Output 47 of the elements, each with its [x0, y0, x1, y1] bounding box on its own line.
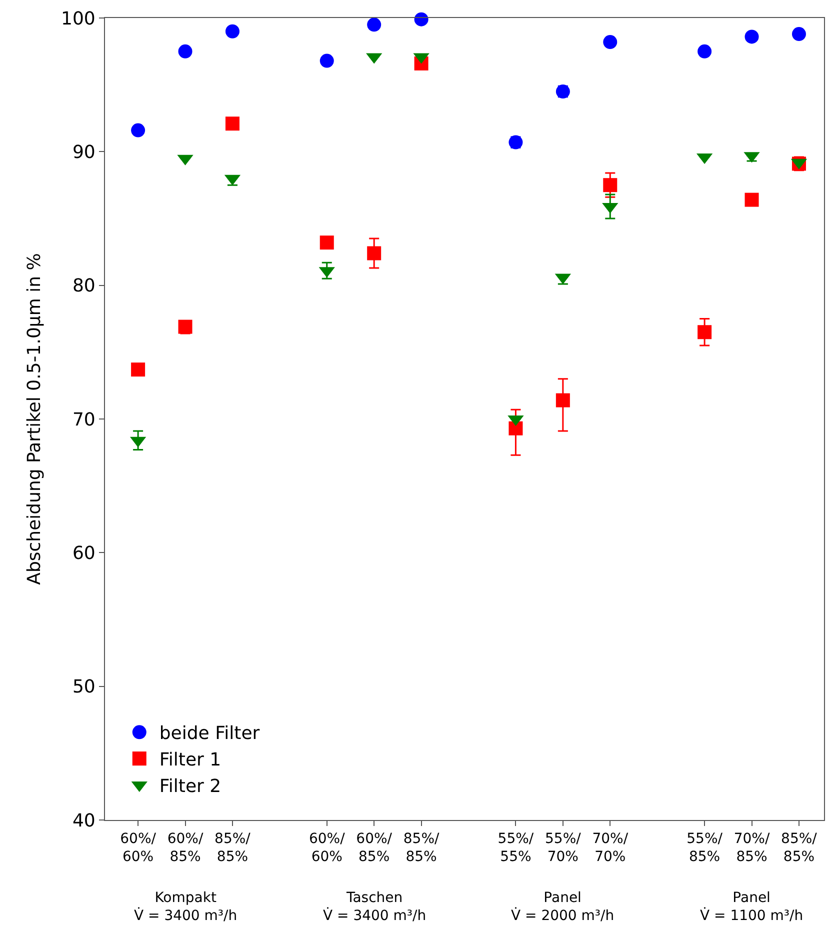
y-tick-label: 60 — [72, 542, 96, 564]
point — [744, 30, 759, 44]
point — [744, 192, 759, 207]
x-tick-label: 70%/ 70% — [592, 830, 628, 865]
point — [603, 178, 618, 192]
legend-label: beide Filter — [159, 723, 260, 744]
x-tick-label: 60%/ 60% — [308, 830, 346, 865]
point — [178, 320, 192, 334]
y-tick-label: 50 — [72, 676, 96, 698]
x-tick-label: 85%/ 85% — [781, 830, 818, 865]
point — [131, 123, 146, 138]
legend-label: Filter 1 — [159, 750, 222, 771]
point — [367, 18, 382, 32]
x-tick-label: 60%/ 85% — [167, 830, 204, 865]
x-tick-label: 55%/ 85% — [686, 830, 723, 865]
point — [225, 24, 240, 38]
x-tick-label: 60%/ 85% — [356, 830, 392, 865]
x-tick-label: 60%/ 60% — [120, 830, 156, 865]
point — [698, 44, 712, 58]
x-tick-label: 55%/ 70% — [545, 830, 582, 865]
point — [603, 35, 618, 50]
legend-label: Filter 2 — [159, 776, 222, 797]
y-tick-label: 40 — [72, 810, 96, 832]
x-tick-label: 85%/ 85% — [403, 830, 440, 865]
y-tick-label: 70 — [72, 409, 96, 430]
point — [508, 421, 523, 436]
point — [698, 325, 712, 340]
point — [131, 362, 146, 377]
y-tick-label: 90 — [72, 142, 96, 163]
x-tick-label: 55%/ 55% — [498, 830, 534, 865]
text: Taschen V̇ = 3400 m³/h — [323, 890, 426, 924]
y-tick-label: 100 — [61, 8, 96, 30]
x-tick-label: 70%/ 85% — [734, 830, 770, 865]
text: Panel V̇ = 2000 m³/h — [511, 890, 614, 924]
point — [320, 54, 334, 68]
point — [367, 246, 382, 260]
point — [556, 393, 570, 408]
text: Panel V̇ = 1100 m³/h — [700, 890, 804, 924]
y-axis-title: Abscheidung Partikel 0.5-1.0μm in % — [24, 253, 46, 585]
text: Kompakt V̇ = 3400 m³/h — [134, 890, 238, 924]
point — [225, 116, 240, 131]
point — [792, 27, 806, 42]
point — [178, 44, 192, 58]
point — [414, 12, 428, 26]
x-tick-label: 85%/ 85% — [214, 830, 251, 865]
point — [320, 236, 334, 250]
y-tick-label: 80 — [72, 276, 96, 297]
